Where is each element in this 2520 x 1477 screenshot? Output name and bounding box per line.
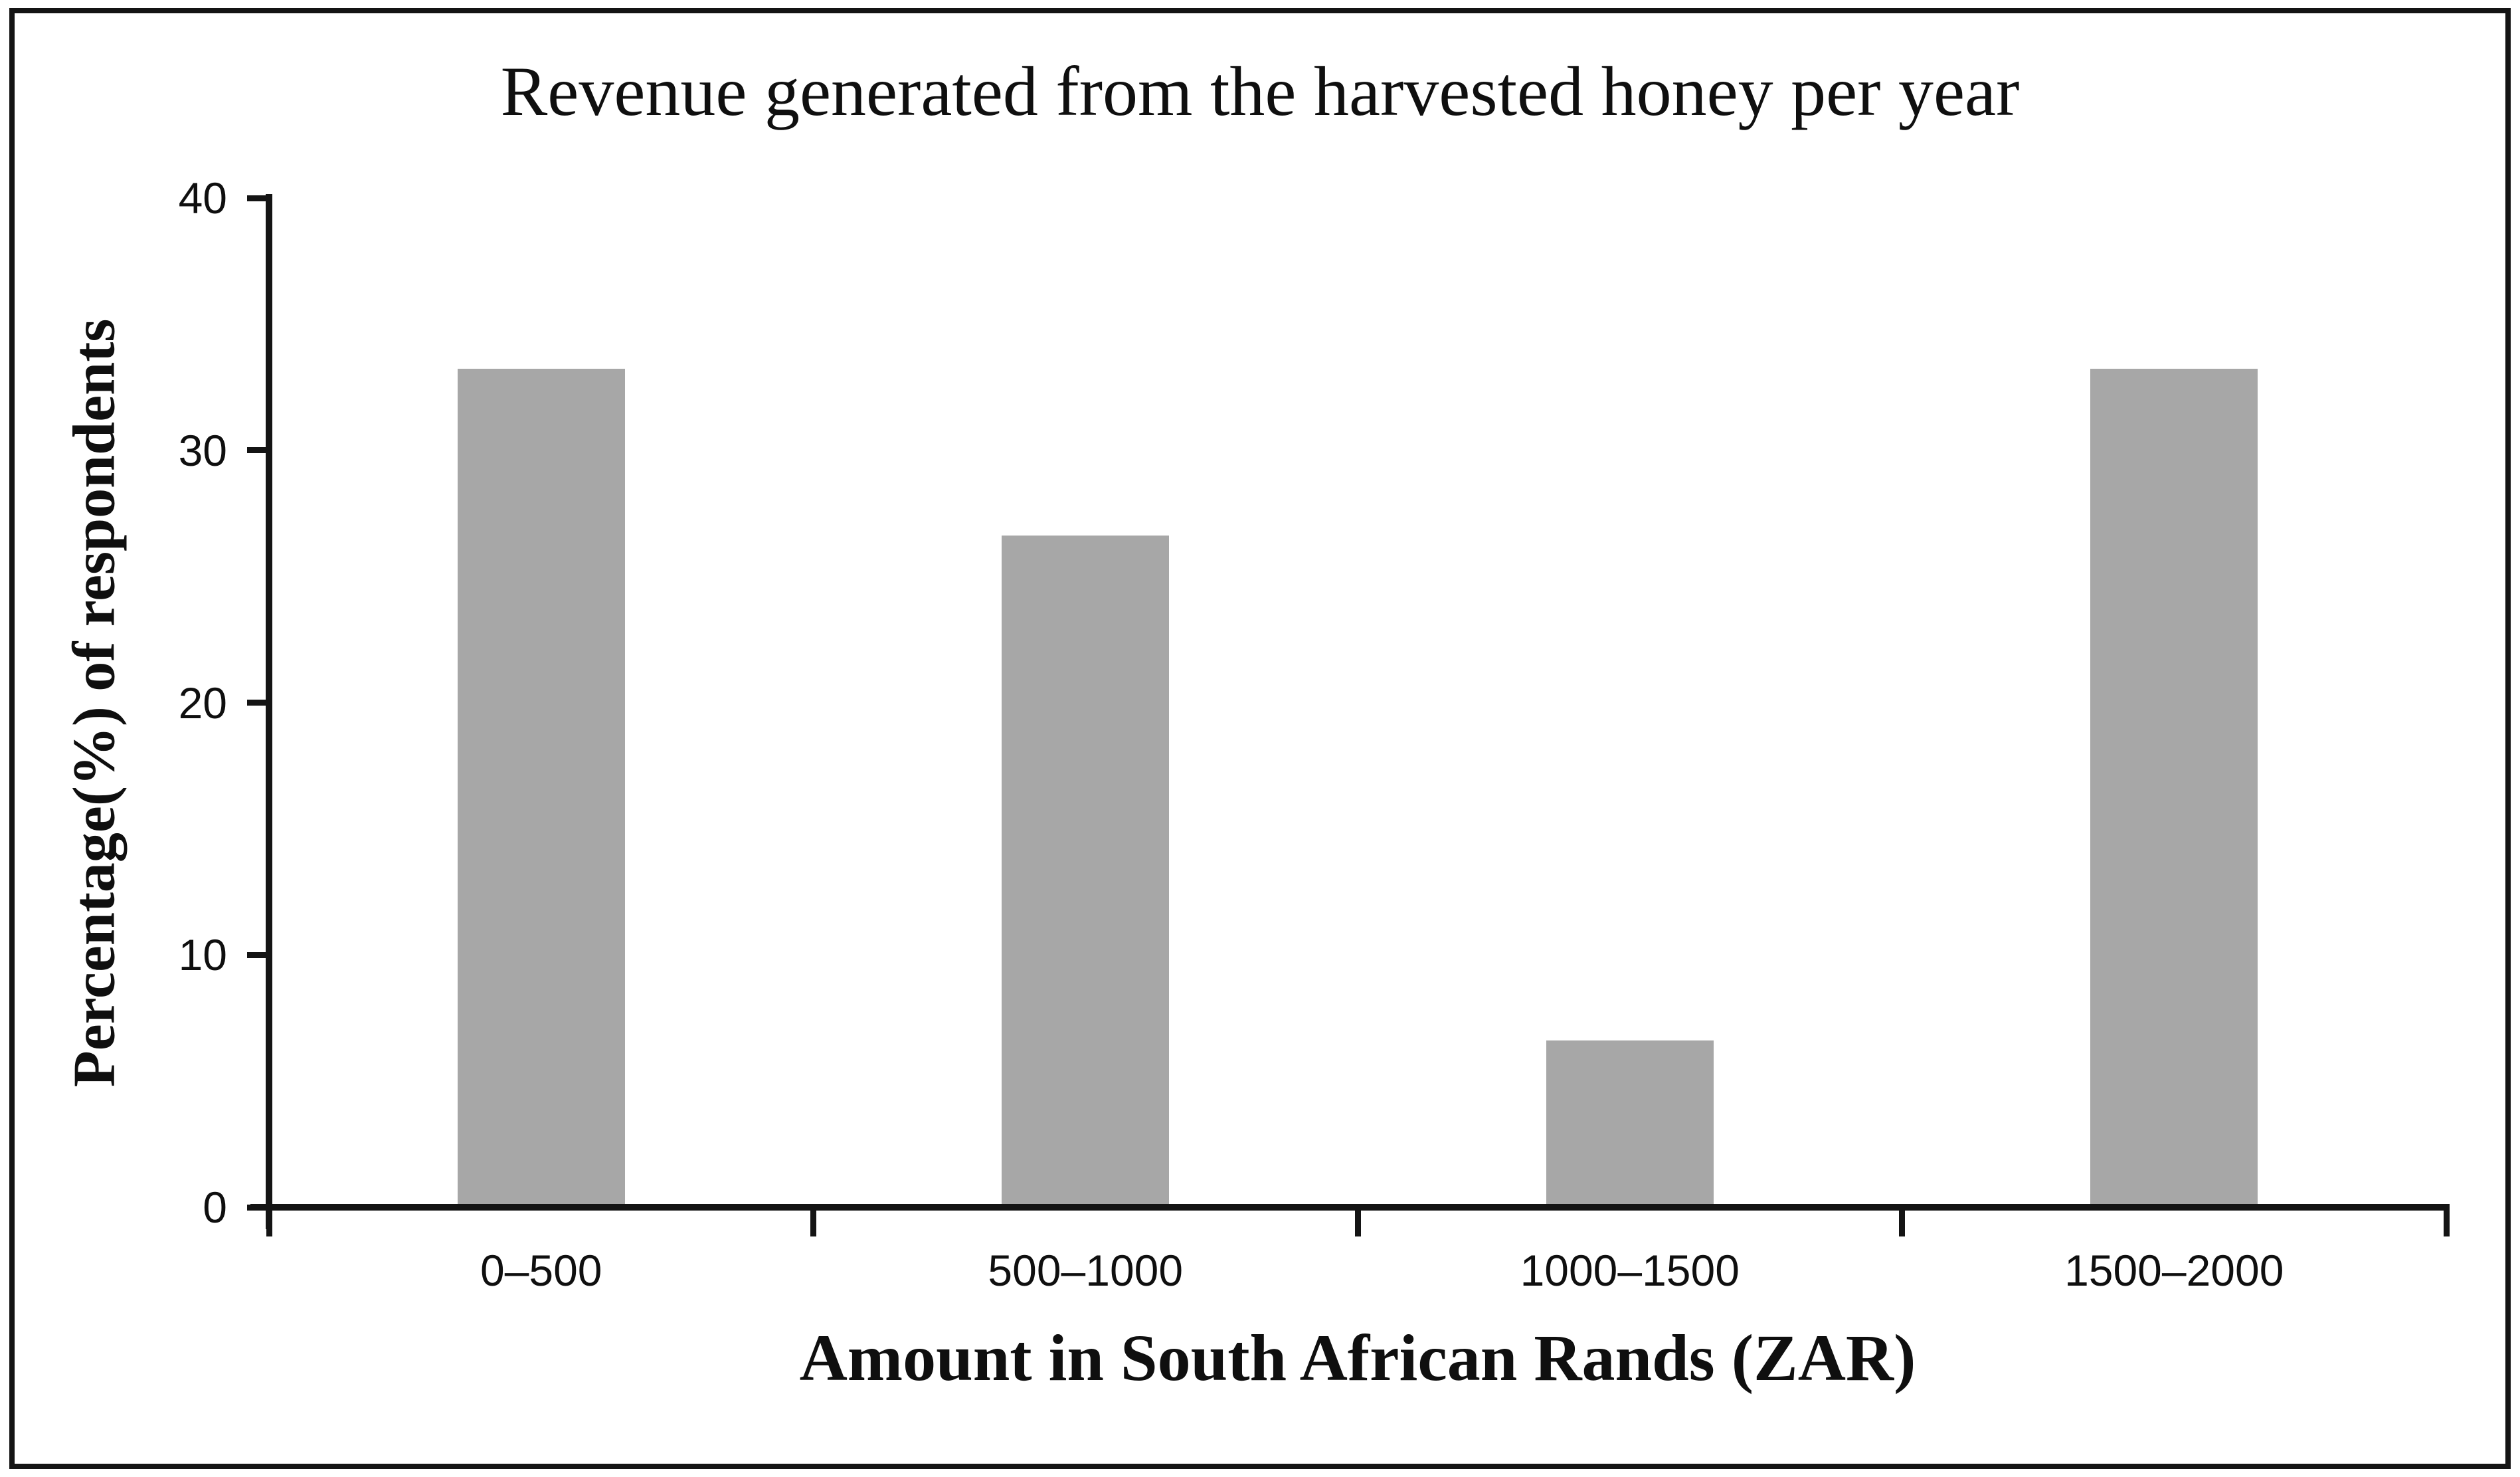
y-tick-mark [247,951,269,958]
y-tick-label: 30 [178,425,227,475]
y-tick-label: 10 [178,930,227,980]
x-category-label: 1500–2000 [2064,1246,2284,1295]
x-tick-mark [810,1207,816,1236]
chart-title: Revenue generated from the harvested hon… [500,52,2020,130]
bar [457,369,625,1209]
x-axis-line [250,1204,2450,1211]
bar [1546,1040,1714,1209]
x-category-label: 500–1000 [988,1246,1184,1295]
plot-area [269,198,2446,1209]
y-axis-line [266,194,272,1229]
y-tick-mark [247,1204,269,1211]
y-tick-mark [247,195,269,201]
bar [1002,536,1170,1209]
y-tick-label: 40 [178,173,227,223]
x-tick-mark [266,1207,272,1236]
y-tick-mark [247,700,269,706]
x-tick-mark [2443,1207,2450,1236]
x-axis-title: Amount in South African Rands (ZAR) [799,1321,1916,1395]
y-tick-label: 20 [178,678,227,728]
bar [2090,369,2258,1209]
y-tick-label: 0 [203,1183,227,1232]
x-tick-mark [1354,1207,1361,1236]
y-tick-mark [247,447,269,454]
x-tick-mark [1899,1207,1905,1236]
x-category-label: 1000–1500 [1520,1246,1740,1295]
x-category-label: 0–500 [480,1246,602,1295]
